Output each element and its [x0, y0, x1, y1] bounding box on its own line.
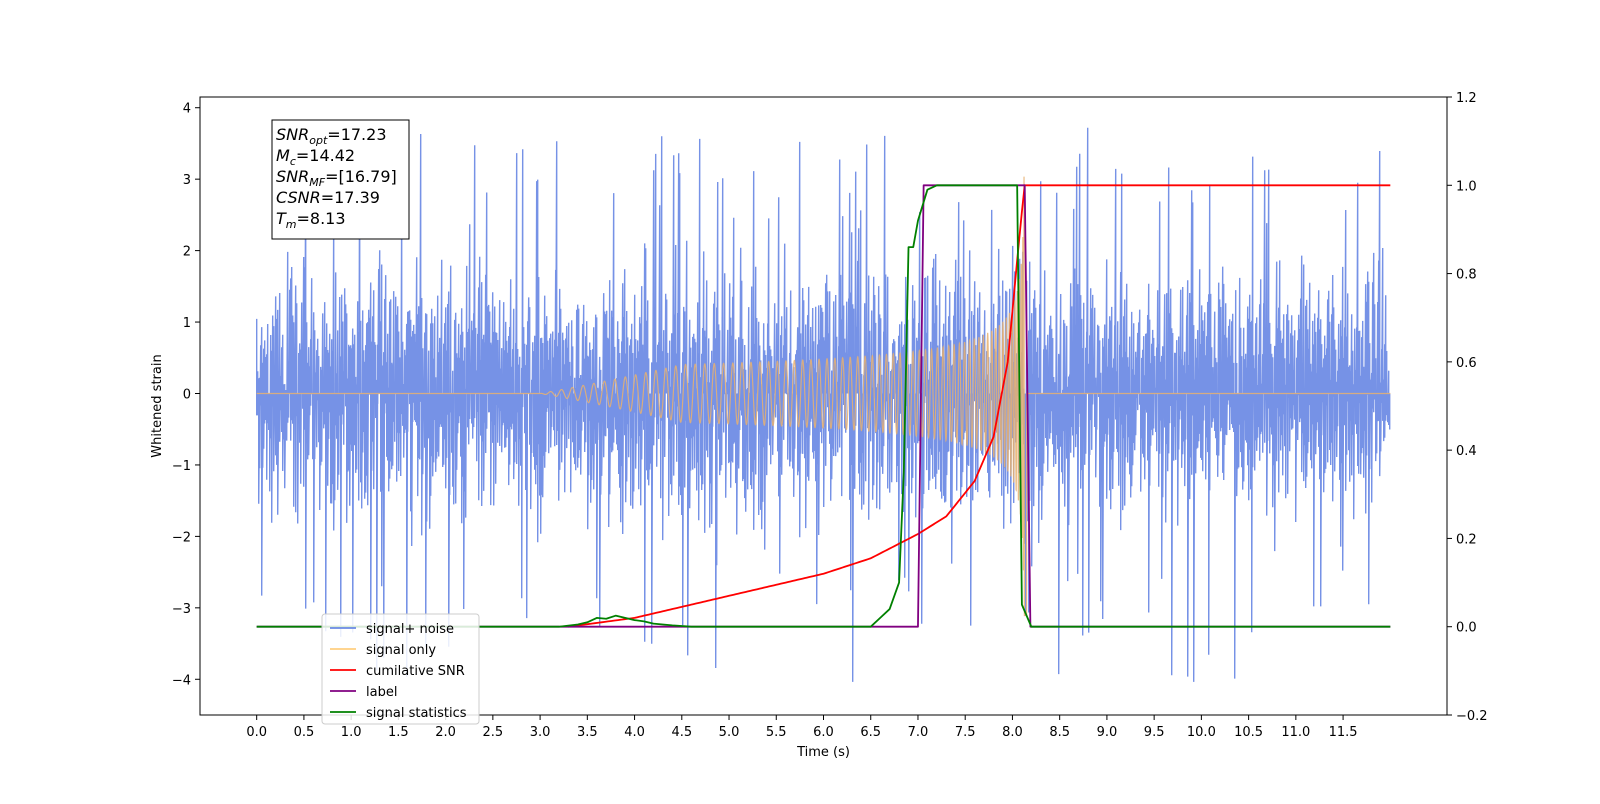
legend-label: cumilative SNR: [366, 664, 465, 679]
y2-tick-label: 1.2: [1456, 91, 1477, 106]
x-tick-label: 5.0: [719, 725, 740, 740]
y-tick-label: −2: [172, 530, 191, 545]
plot-area: [256, 127, 1391, 682]
y2-axis-ticks: −0.2 0.0 0.2 0.4 0.6 0.8 1.0 1.2: [1447, 91, 1488, 724]
y-tick-label: −1: [172, 459, 191, 474]
x-tick-label: 1.5: [388, 725, 409, 740]
x-tick-label: 7.0: [908, 725, 929, 740]
x-tick-label: 8.5: [1049, 725, 1070, 740]
info-line: CSNR=17.39: [276, 188, 380, 207]
y2-tick-label: 1.0: [1456, 179, 1477, 194]
x-axis-label: Time (s): [796, 745, 850, 760]
legend-label: signal+ noise: [366, 622, 454, 637]
x-tick-label: 10.0: [1187, 725, 1216, 740]
x-tick-label: 4.5: [671, 725, 692, 740]
y-tick-label: −3: [172, 602, 191, 617]
y2-tick-label: −0.2: [1456, 709, 1488, 724]
y-axis-ticks: −4 −3 −2 −1 0 1 2 3 4: [172, 102, 200, 688]
x-axis-ticks: 0.0 0.5 1.0 1.5 2.0 2.5 3.0 3.5 4.0 4.5 5.0 5.5 6.0 6…: [246, 715, 1358, 740]
x-tick-label: 6.0: [813, 725, 834, 740]
legend-frame: [321, 613, 480, 725]
series-signal-noise: [256, 127, 1391, 682]
y2-tick-label: 0.0: [1456, 621, 1477, 636]
series-signal-only: [256, 176, 1391, 617]
series-signal-statistics: [256, 184, 1391, 628]
y2-tick-label: 0.4: [1456, 444, 1477, 459]
x-tick-label: 9.5: [1144, 725, 1165, 740]
info-box-frame: [271, 119, 410, 240]
x-tick-label: 10.5: [1234, 725, 1263, 740]
x-tick-label: 3.5: [577, 725, 598, 740]
x-tick-label: 11.0: [1281, 725, 1310, 740]
info-line: Tm=8.13: [276, 209, 346, 231]
x-tick-label: 8.0: [1002, 725, 1023, 740]
y-axis-label: Whitened strain: [150, 354, 165, 457]
x-tick-label: 6.5: [860, 725, 881, 740]
y-tick-label: −4: [172, 673, 191, 688]
y2-tick-label: 0.6: [1456, 356, 1477, 371]
x-tick-label: 3.0: [530, 725, 551, 740]
x-tick-label: 7.5: [955, 725, 976, 740]
x-tick-label: 0.5: [294, 725, 315, 740]
y2-tick-label: 0.8: [1456, 268, 1477, 283]
y-tick-label: 2: [183, 245, 191, 260]
x-tick-label: 0.0: [246, 725, 267, 740]
info-line: Mc=14.42: [276, 146, 355, 168]
x-tick-label: 1.0: [341, 725, 362, 740]
x-tick-label: 4.0: [624, 725, 645, 740]
legend-label: signal statistics: [366, 706, 467, 721]
x-tick-label: 2.0: [435, 725, 456, 740]
x-tick-label: 9.0: [1097, 725, 1118, 740]
y2-tick-label: 0.2: [1456, 532, 1477, 547]
x-tick-label: 11.5: [1329, 725, 1358, 740]
info-box: SNRopt=17.23Mc=14.42SNRMF=[16.79]CSNR=17…: [271, 119, 410, 240]
series-cumulative-snr: [568, 184, 1391, 628]
info-line: SNRMF=[16.79]: [276, 167, 397, 189]
legend-label: label: [366, 685, 397, 700]
info-line: SNRopt=17.23: [276, 125, 387, 147]
x-tick-label: 2.5: [483, 725, 504, 740]
y-tick-label: 0: [183, 387, 191, 402]
y-tick-label: 1: [183, 316, 191, 331]
legend: signal+ noise signal only cumilative SNR la…: [321, 613, 480, 725]
x-tick-label: 5.5: [766, 725, 787, 740]
y-tick-label: 3: [183, 173, 191, 188]
y-tick-label: 4: [183, 102, 191, 117]
legend-label: signal only: [366, 643, 436, 658]
